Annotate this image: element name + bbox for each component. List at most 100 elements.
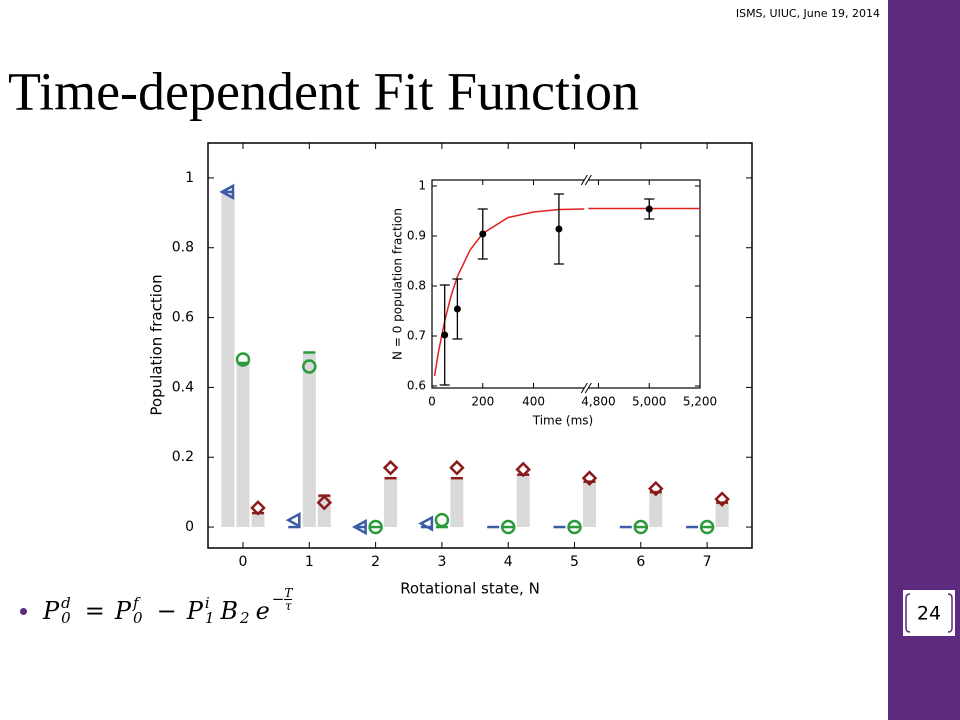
x-tick-label: 5 [570, 554, 579, 570]
scripts: 2 [240, 596, 250, 626]
marker [418, 515, 434, 532]
superscript: d [61, 594, 71, 612]
marker [302, 359, 317, 374]
marker [316, 494, 333, 511]
symbol: B [220, 597, 239, 625]
plot-frame [207, 142, 753, 549]
bullet [20, 607, 27, 615]
superscript: f [133, 594, 139, 612]
theory-bar [516, 474, 530, 528]
theory-bar [221, 191, 235, 528]
y-axis-label: Population fraction [148, 274, 166, 415]
x-tick-label: 1 [305, 554, 314, 570]
theory-bar [583, 481, 596, 528]
marker [449, 459, 465, 476]
superscript: i [204, 594, 210, 612]
y-tick-label: 1 [185, 170, 194, 186]
y-axis-label: N = 0 population fraction [391, 208, 405, 360]
axis-break-gap [584, 178, 589, 182]
x-tick-label: 0 [428, 395, 436, 409]
symbol: P [114, 597, 132, 625]
theory-bar [715, 502, 729, 528]
x-tick-label: 4,800 [581, 395, 615, 409]
symbol: P [43, 597, 60, 625]
theory-bar [317, 495, 331, 528]
x-tick-label: 4 [504, 554, 513, 570]
marker [235, 352, 251, 367]
exponent-sign: − [271, 590, 285, 608]
theory-bar [450, 478, 464, 528]
marker [699, 519, 715, 535]
symbol: e [255, 597, 270, 625]
page-number-brackets [905, 593, 953, 633]
x-axis-label: Rotational state, N [400, 580, 540, 598]
point [441, 331, 449, 339]
numerator: T [284, 585, 293, 600]
marker [368, 519, 383, 535]
x-tick-label: 5,000 [632, 395, 666, 409]
operator: = [84, 597, 105, 625]
marker [500, 519, 516, 535]
x-tick-label: 200 [471, 395, 494, 409]
page-number: 24 [917, 603, 941, 625]
marker [219, 183, 235, 200]
denominator: τ [285, 598, 292, 613]
axis-break [580, 382, 588, 394]
subscript: 1 [204, 609, 215, 627]
x-tick-label: 6 [636, 554, 645, 570]
marker [382, 459, 399, 476]
x-tick-label: 400 [522, 395, 545, 409]
operator: − [156, 597, 177, 625]
marker [515, 461, 531, 478]
point [479, 230, 487, 238]
page-number-box [903, 590, 955, 636]
x-tick-label: 0 [239, 554, 248, 570]
marker [434, 512, 450, 528]
y-tick-label: 0.8 [407, 279, 426, 293]
y-tick-label: 0.7 [407, 329, 426, 343]
marker [285, 511, 301, 529]
fit-curve [433, 207, 700, 377]
point [645, 205, 653, 213]
subscript: 0 [61, 609, 71, 627]
y-tick-label: 0 [185, 519, 194, 535]
x-tick-label: 2 [371, 554, 380, 570]
x-tick-label: 7 [703, 554, 712, 570]
theory-bar [236, 362, 250, 528]
axis-break [580, 174, 588, 186]
y-tick-label: 0.6 [172, 310, 194, 326]
y-tick-label: 0.4 [172, 379, 194, 395]
marker [567, 519, 582, 535]
symbol: P [186, 597, 203, 625]
y-tick-label: 1 [418, 179, 426, 193]
y-tick-label: 0.9 [407, 229, 426, 243]
x-tick-label: 5,200 [683, 395, 717, 409]
marker [648, 480, 664, 497]
slide-title: Time-dependent Fit Function [8, 61, 639, 121]
axis-break [584, 174, 592, 186]
axis-break [584, 382, 592, 394]
subscript: 0 [133, 609, 143, 627]
theory-bar [649, 492, 663, 528]
marker [581, 470, 598, 486]
subscript: 2 [240, 609, 250, 627]
inset-background [382, 170, 720, 438]
axis-break-gap [584, 386, 589, 390]
point [453, 305, 461, 313]
header: ISMS, UIUC, June 19, 2014 [736, 7, 880, 20]
y-tick-label: 0.6 [407, 379, 426, 393]
inset-frame [431, 179, 701, 389]
marker [250, 500, 266, 516]
x-tick-label: 3 [437, 554, 446, 570]
marker [351, 518, 367, 536]
point [555, 225, 563, 233]
marker [633, 519, 649, 535]
